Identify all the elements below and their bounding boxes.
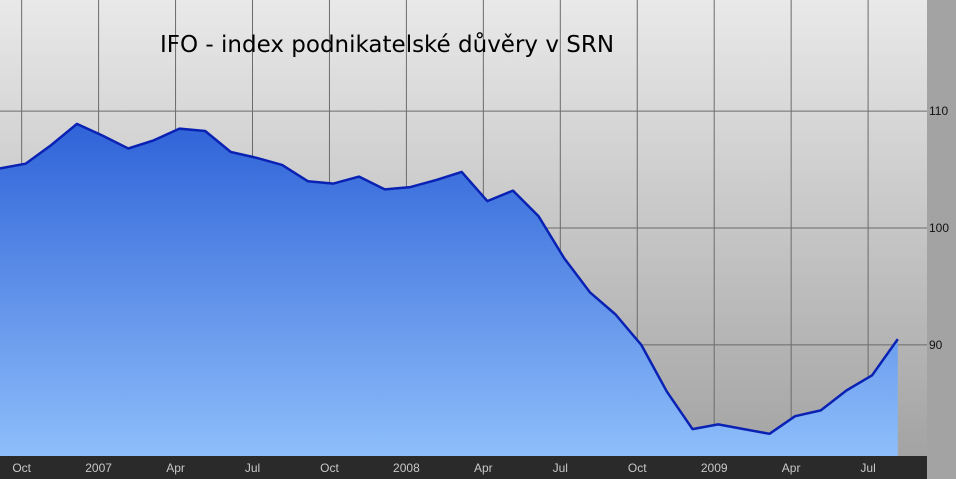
y-tick-label: 100 [929,221,949,235]
x-tick-label: Apr [474,461,493,475]
x-tick-label: Oct [628,461,647,475]
series-line [0,122,899,436]
area-fill [0,123,898,457]
y-axis-tick-labels: 90 100 110 [929,104,949,352]
x-tick-label: Apr [166,461,185,475]
x-tick-label: Jul [860,461,875,475]
chart-title: IFO - index podnikatelské důvěry v SRN [160,31,614,58]
x-tick-label: 2008 [393,461,420,475]
x-axis-tick-labels: Oct 2007 Apr Jul Oct 2008 Apr Jul Oct 2009 Apr Jul [12,461,875,475]
x-axis-band [0,456,956,479]
y-tick-label: 90 [929,338,943,352]
x-tick-label: Oct [320,461,339,475]
x-tick-label: Apr [782,461,801,475]
x-tick-label: 2009 [701,461,728,475]
y-axis-band [927,0,956,479]
x-tick-label: 2007 [85,461,112,475]
x-tick-label: Oct [12,461,31,475]
y-tick-label: 110 [929,104,948,118]
x-tick-label: Jul [553,461,568,475]
x-tick-label: Jul [245,461,260,475]
